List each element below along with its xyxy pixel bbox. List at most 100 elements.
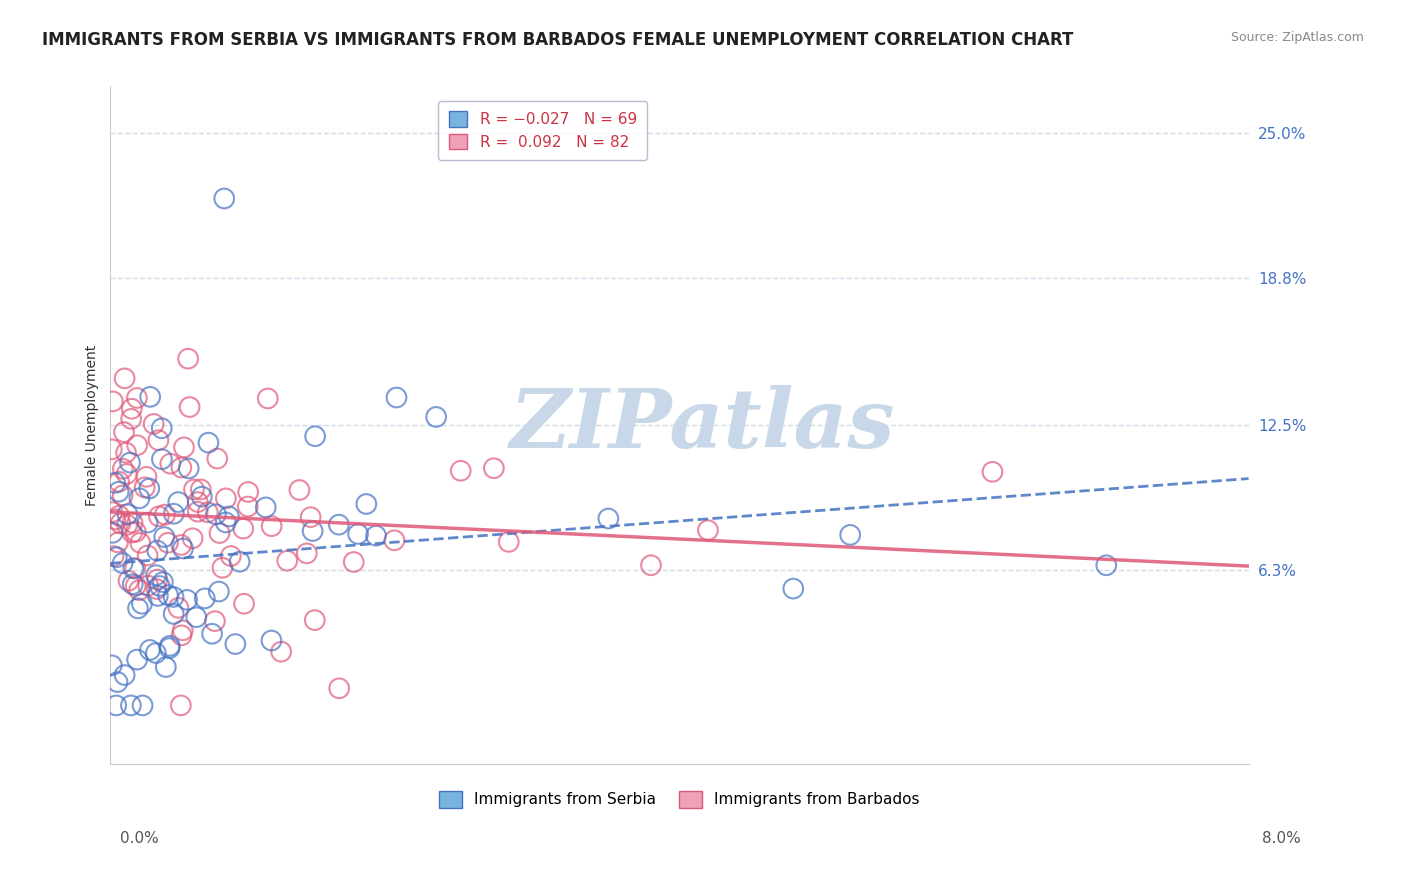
- Point: [228, 555, 250, 569]
- Point: [101, 394, 124, 409]
- Point: [146, 543, 169, 558]
- Point: [186, 610, 208, 624]
- Point: [364, 529, 387, 543]
- Point: [101, 442, 124, 457]
- Point: [128, 583, 150, 598]
- Point: [304, 429, 326, 443]
- Point: [170, 538, 193, 552]
- Point: [150, 421, 173, 435]
- Point: [343, 555, 366, 569]
- Point: [170, 628, 193, 642]
- Point: [385, 391, 408, 405]
- Point: [155, 660, 177, 674]
- Point: [153, 508, 176, 522]
- Point: [219, 549, 242, 563]
- Text: Source: ZipAtlas.com: Source: ZipAtlas.com: [1230, 31, 1364, 45]
- Point: [110, 516, 132, 531]
- Text: 8.0%: 8.0%: [1261, 831, 1301, 846]
- Point: [782, 582, 804, 596]
- Point: [256, 392, 278, 406]
- Point: [170, 460, 193, 475]
- Point: [260, 519, 283, 533]
- Point: [101, 505, 124, 519]
- Point: [201, 626, 224, 640]
- Point: [145, 646, 167, 660]
- Point: [128, 491, 150, 506]
- Point: [425, 409, 447, 424]
- Point: [107, 535, 129, 549]
- Point: [139, 643, 162, 657]
- Point: [159, 639, 181, 653]
- Point: [598, 511, 620, 525]
- Point: [105, 698, 128, 713]
- Point: [118, 456, 141, 470]
- Point: [129, 536, 152, 550]
- Point: [215, 491, 238, 506]
- Point: [260, 633, 283, 648]
- Point: [117, 507, 139, 521]
- Text: 0.0%: 0.0%: [120, 831, 159, 846]
- Point: [134, 480, 156, 494]
- Point: [131, 597, 153, 611]
- Point: [107, 484, 129, 499]
- Point: [288, 483, 311, 497]
- Point: [115, 467, 138, 481]
- Point: [384, 533, 406, 548]
- Y-axis label: Female Unemployment: Female Unemployment: [86, 344, 100, 506]
- Point: [104, 475, 127, 490]
- Point: [187, 505, 209, 519]
- Point: [107, 675, 129, 690]
- Point: [301, 524, 323, 538]
- Point: [167, 495, 190, 509]
- Point: [356, 497, 378, 511]
- Point: [121, 516, 143, 530]
- Point: [181, 531, 204, 545]
- Point: [179, 400, 201, 414]
- Point: [120, 698, 142, 713]
- Point: [112, 425, 135, 439]
- Point: [176, 592, 198, 607]
- Point: [194, 591, 217, 606]
- Point: [145, 582, 167, 596]
- Point: [498, 535, 520, 549]
- Point: [103, 549, 125, 564]
- Point: [270, 645, 292, 659]
- Point: [142, 417, 165, 431]
- Point: [276, 554, 298, 568]
- Point: [120, 412, 142, 426]
- Point: [159, 641, 181, 656]
- Point: [121, 401, 143, 416]
- Point: [208, 526, 231, 541]
- Point: [839, 528, 862, 542]
- Point: [190, 483, 212, 497]
- Point: [149, 579, 172, 593]
- Point: [215, 516, 238, 530]
- Point: [211, 561, 233, 575]
- Point: [117, 574, 139, 588]
- Point: [1095, 558, 1118, 573]
- Point: [205, 508, 228, 522]
- Point: [146, 573, 169, 587]
- Point: [121, 577, 143, 591]
- Point: [111, 462, 134, 476]
- Point: [101, 658, 124, 673]
- Point: [108, 508, 131, 523]
- Text: ZIPatlas: ZIPatlas: [509, 385, 896, 465]
- Point: [148, 433, 170, 447]
- Legend: Immigrants from Serbia, Immigrants from Barbados: Immigrants from Serbia, Immigrants from …: [433, 785, 927, 814]
- Point: [299, 510, 322, 524]
- Point: [124, 561, 146, 575]
- Point: [162, 590, 184, 604]
- Point: [108, 475, 131, 489]
- Point: [153, 530, 176, 544]
- Point: [136, 516, 159, 530]
- Point: [233, 597, 256, 611]
- Point: [114, 668, 136, 682]
- Point: [152, 575, 174, 590]
- Point: [208, 584, 231, 599]
- Point: [640, 558, 662, 573]
- Point: [212, 192, 235, 206]
- Point: [187, 495, 209, 509]
- Point: [163, 607, 186, 621]
- Point: [127, 438, 149, 452]
